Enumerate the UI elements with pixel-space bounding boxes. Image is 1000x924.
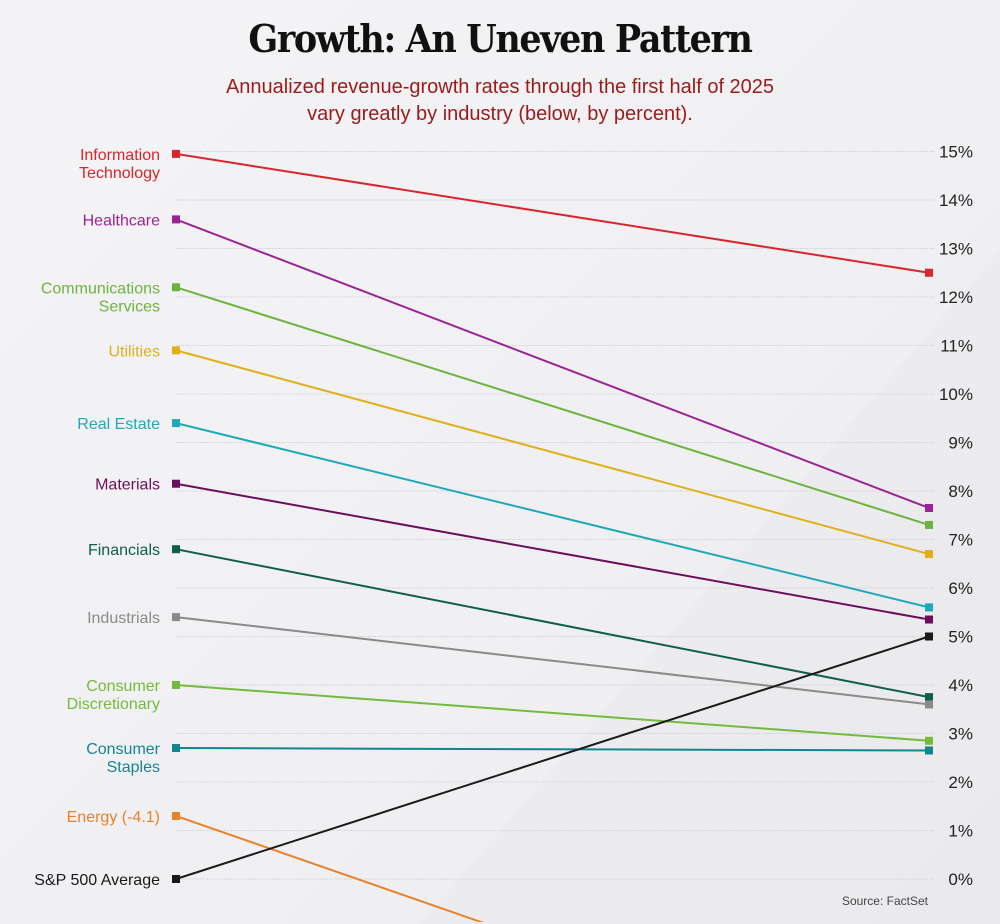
series-line xyxy=(175,286,930,526)
start-marker xyxy=(172,283,180,292)
series-label: Financials xyxy=(88,542,160,559)
y-tick-label: 7% xyxy=(948,531,973,550)
start-marker xyxy=(172,875,180,883)
series-lines xyxy=(172,149,933,922)
chart-subtitle: Annualized revenue-growth rates through … xyxy=(0,74,1000,128)
start-marker xyxy=(172,744,180,753)
series-label: Staples xyxy=(107,759,160,776)
subtitle-line-1: Annualized revenue-growth rates through … xyxy=(225,76,775,98)
y-tick-label: 2% xyxy=(948,773,973,792)
start-marker xyxy=(172,681,180,689)
series-line xyxy=(175,635,930,880)
start-marker xyxy=(172,149,180,158)
start-marker xyxy=(172,215,180,224)
end-marker xyxy=(925,503,933,512)
y-tick-label: 9% xyxy=(948,434,973,453)
start-marker xyxy=(172,479,180,488)
series-label: Real Estate xyxy=(77,416,160,433)
end-marker xyxy=(925,520,933,529)
y-tick-label: 10% xyxy=(939,385,973,404)
y-axis-ticks: 15% 14% 13% 12% 11% 10% 9% 8% 7% 6% 5% 4% 3% 2% 1% 0% xyxy=(939,143,973,890)
source-note: Source: FactSet xyxy=(841,894,928,908)
end-marker xyxy=(925,746,933,755)
y-tick-label: 15% xyxy=(939,143,973,162)
series-line xyxy=(175,548,930,699)
series-line xyxy=(175,616,930,706)
y-tick-label: 12% xyxy=(939,288,973,307)
start-marker xyxy=(172,613,180,622)
gridlines xyxy=(176,151,935,880)
series-label: Energy (-4.1) xyxy=(67,809,160,826)
series-line xyxy=(175,747,930,752)
series-line xyxy=(175,684,930,742)
y-tick-label: 11% xyxy=(940,337,973,356)
series-label: Technology xyxy=(79,165,160,182)
series-line xyxy=(175,815,484,922)
series-label: Healthcare xyxy=(83,212,160,229)
y-tick-label: 14% xyxy=(939,191,973,210)
end-marker xyxy=(925,615,933,624)
y-tick-label: 6% xyxy=(948,579,973,598)
y-tick-label: 4% xyxy=(948,676,973,695)
series-label: Information xyxy=(80,147,160,164)
y-tick-label: 3% xyxy=(948,725,973,744)
series-line xyxy=(175,482,930,621)
series-label: Discretionary xyxy=(67,696,160,713)
series-label: Communications xyxy=(41,280,160,297)
series-line xyxy=(175,349,930,556)
series-label: Services xyxy=(99,298,160,315)
end-marker xyxy=(925,693,933,702)
end-marker xyxy=(925,550,933,559)
subtitle-line-2: vary greatly by industry (below, by perc… xyxy=(307,103,693,125)
y-tick-label: 0% xyxy=(948,870,973,889)
start-marker xyxy=(172,419,180,428)
chart-title: Growth: An Uneven Pattern xyxy=(248,16,753,61)
series-label: Consumer xyxy=(86,678,160,695)
series-label: S&P 500 Average xyxy=(34,872,160,889)
series-line xyxy=(175,218,930,509)
series-label: Industrials xyxy=(87,610,160,627)
series-label: Consumer xyxy=(86,741,160,758)
end-marker xyxy=(925,736,933,745)
y-tick-label: 13% xyxy=(939,240,973,259)
series-label: Utilities xyxy=(108,343,160,360)
y-tick-label: 8% xyxy=(948,482,973,501)
end-marker xyxy=(925,603,933,612)
y-tick-label: 1% xyxy=(948,822,973,841)
start-marker xyxy=(172,545,180,554)
series-label: Materials xyxy=(95,477,160,494)
start-marker xyxy=(172,811,180,820)
end-marker xyxy=(925,700,933,709)
start-marker xyxy=(172,346,180,355)
end-marker xyxy=(925,632,933,641)
y-tick-label: 5% xyxy=(948,628,973,647)
series-line xyxy=(175,422,930,609)
series-line xyxy=(175,152,930,274)
end-marker xyxy=(925,268,933,277)
